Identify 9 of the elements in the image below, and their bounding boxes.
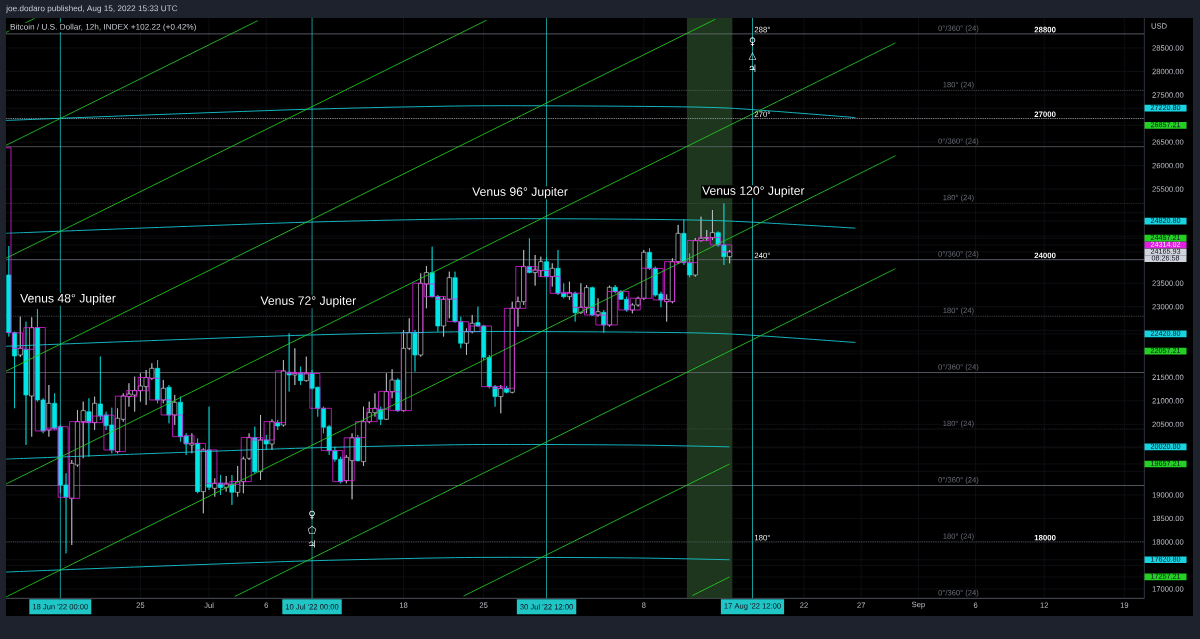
text: joe.dodaro published, Aug 15, 2022 15:33 UTC [6, 5, 178, 13]
annotation: Venus 72° Jupiter [260, 296, 356, 308]
annotation: ⬠ [307, 526, 317, 534]
text: Bitcoin / U.S. Dollar, 12h, INDEX +102.22 (+0.42%) [10, 23, 196, 32]
annotation: ♃ [309, 540, 315, 548]
annotation: ♀ [309, 510, 315, 520]
annotation: Venus 48° Jupiter [20, 293, 116, 305]
annotation: Venus 96° Jupiter [472, 187, 568, 199]
annotation: Venus 120° Jupiter [702, 186, 805, 198]
